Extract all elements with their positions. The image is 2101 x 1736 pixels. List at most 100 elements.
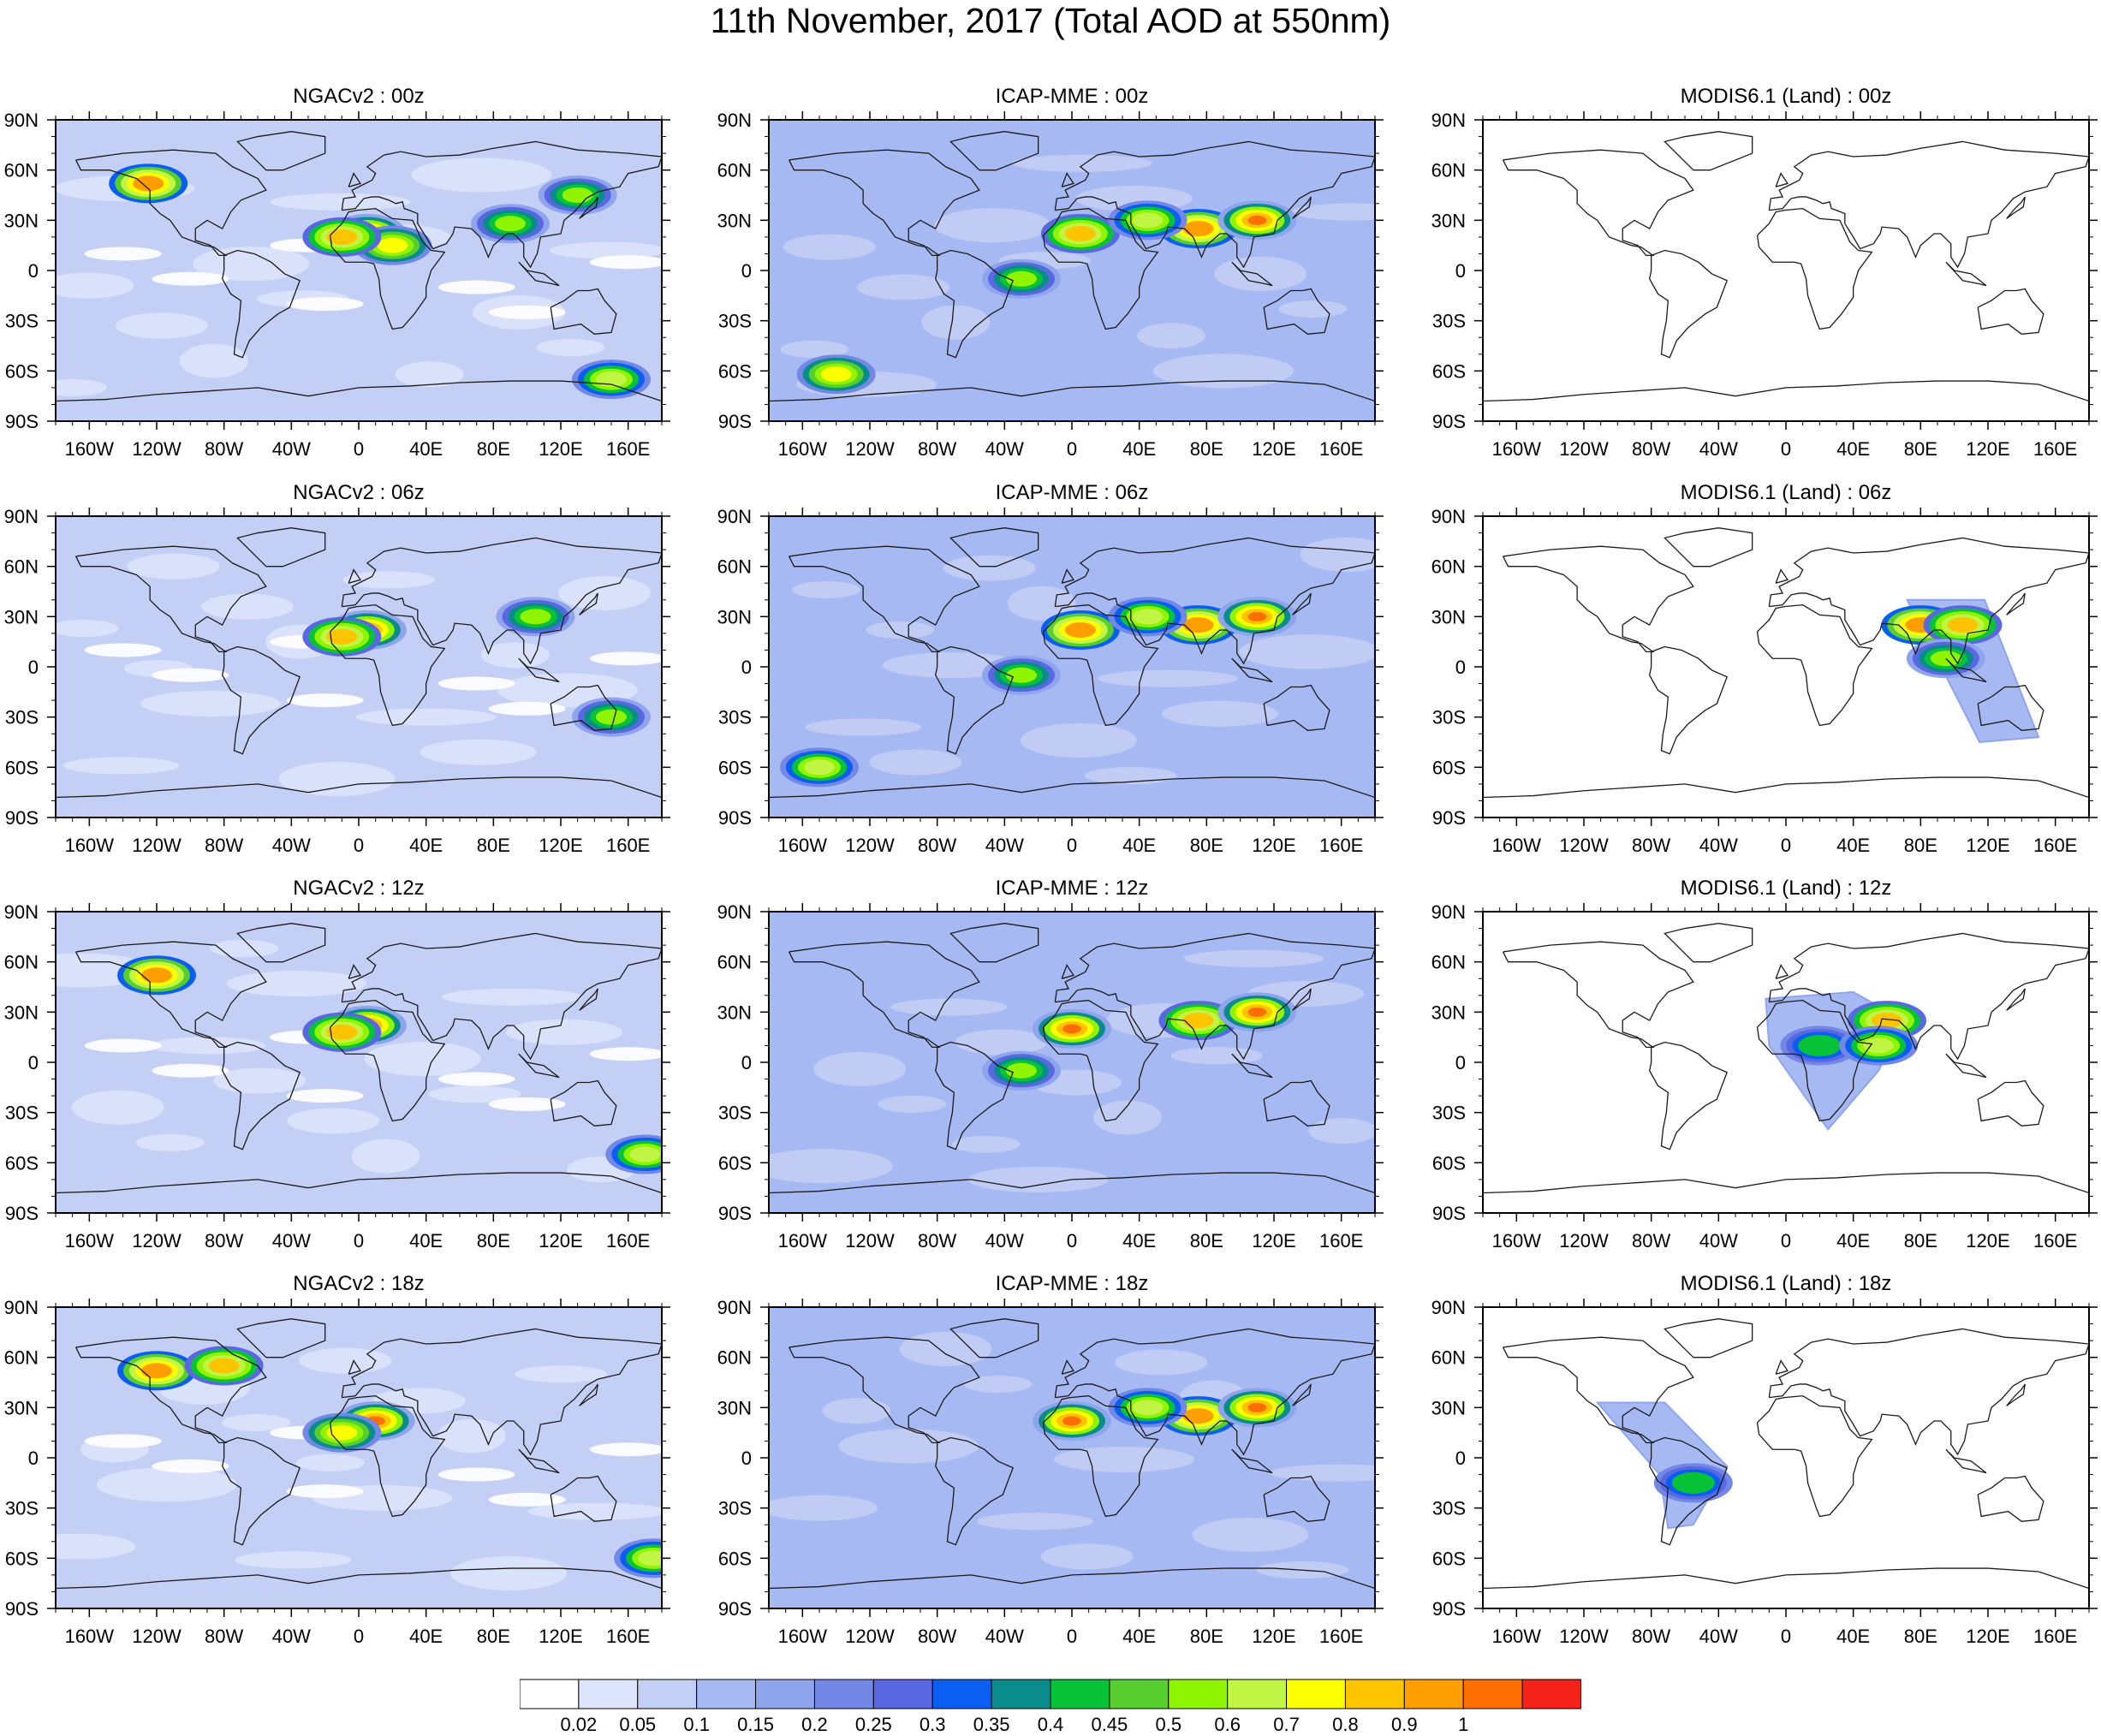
coastline <box>236 527 326 568</box>
aod-background-patch <box>769 1495 878 1521</box>
coastline <box>1775 172 1789 187</box>
y-tick-label: 30N <box>4 1002 39 1023</box>
y-tick-label: 60S <box>5 1548 39 1569</box>
x-tick-label: 160W <box>65 835 115 856</box>
coastline <box>935 1436 1014 1546</box>
colorbar-label: 0.05 <box>619 1714 657 1735</box>
aod-hotspot <box>1006 667 1037 683</box>
panel-title: MODIS6.1 (Land) : 18z <box>1681 1272 1892 1295</box>
y-tick-label: 90N <box>4 110 39 131</box>
map-background <box>769 516 1375 817</box>
aod-hotspot <box>326 628 358 645</box>
coastline <box>1292 592 1312 615</box>
aod-background-patch <box>515 1365 607 1383</box>
aod-hotspot <box>1872 1013 1902 1029</box>
x-tick-label: 0 <box>354 1230 364 1251</box>
coastline <box>1231 657 1273 683</box>
x-tick-label: 80E <box>1904 1626 1937 1647</box>
clean-air-patch <box>488 1097 566 1111</box>
x-tick-label: 160W <box>65 438 115 460</box>
colorbar-label: 0.6 <box>1214 1714 1241 1735</box>
aod-background-patch <box>287 1108 380 1134</box>
coastline <box>1483 380 2089 402</box>
coastline <box>769 1567 1375 1590</box>
aod-hotspot <box>1247 215 1267 225</box>
aod-hotspot <box>326 229 358 245</box>
x-tick-label: 120E <box>1966 1230 2009 1251</box>
x-tick-label: 40W <box>985 1230 1024 1251</box>
x-tick-label: 80E <box>1904 1230 1937 1251</box>
colorbar-swatch <box>813 1679 874 1709</box>
clean-air-patch <box>286 1484 364 1499</box>
x-tick-label: 120W <box>132 1230 182 1251</box>
x-tick-label: 80W <box>205 1626 243 1647</box>
y-tick-label: 60N <box>717 1347 752 1369</box>
coastline <box>329 999 446 1122</box>
y-tick-label: 60N <box>4 952 39 973</box>
aod-background-patch <box>179 343 248 378</box>
x-tick-label: 80W <box>918 1230 956 1251</box>
coastline <box>1775 568 1789 584</box>
clean-air-patch <box>286 1089 364 1103</box>
clean-air-patch <box>84 247 162 261</box>
x-tick-label: 160E <box>606 438 650 460</box>
panel-title: NGACv2 : 00z <box>293 85 424 108</box>
coastline <box>1061 568 1075 584</box>
aod-hotspot <box>596 709 627 725</box>
x-tick-label: 40W <box>985 438 1024 460</box>
y-tick-label: 60S <box>718 757 752 778</box>
colorbar-swatch <box>637 1679 698 1709</box>
y-tick-label: 90S <box>1432 807 1466 829</box>
aod-background-patch <box>780 340 849 358</box>
colorbar-label: 0.8 <box>1332 1714 1359 1735</box>
aod-hotspot <box>326 1024 358 1040</box>
coastline <box>329 1394 446 1518</box>
coastline <box>1756 207 1873 330</box>
y-tick-label: 90S <box>5 1203 39 1224</box>
x-tick-label: 80W <box>918 438 956 460</box>
aod-background-patch <box>505 1019 622 1045</box>
x-tick-label: 80W <box>1632 438 1670 460</box>
aod-hotspot <box>1062 1024 1081 1034</box>
coastline <box>1768 140 2089 269</box>
x-tick-label: 160W <box>778 438 828 460</box>
colorbar-label: 0.1 <box>683 1714 710 1735</box>
coastline <box>1664 1318 1753 1358</box>
aod-background-patch <box>921 305 991 340</box>
aod-background-patch <box>857 274 950 300</box>
colorbar-label: 0.2 <box>801 1714 828 1735</box>
aod-background-patch <box>127 553 220 580</box>
panel-title: ICAP-MME : 18z <box>996 1272 1149 1295</box>
aod-background-patch <box>395 361 464 388</box>
map-panel-4: 160W 120W 80W 40W 0 40E 80E 120E 160E 90N 60N 30N 0 3… <box>4 481 670 856</box>
x-tick-label: 120W <box>132 438 182 460</box>
colorbar-label: 0.45 <box>1091 1714 1128 1735</box>
aod-hotspot <box>495 216 526 232</box>
y-tick-label: 90S <box>1432 1598 1466 1620</box>
coastline <box>1977 1079 2044 1127</box>
x-tick-label: 40W <box>272 835 311 856</box>
aod-background-patch <box>1162 700 1279 727</box>
coastline <box>56 1567 662 1590</box>
aod-background-patch <box>878 1095 947 1113</box>
aod-background-patch <box>295 1454 365 1471</box>
x-tick-label: 40W <box>1699 1626 1738 1647</box>
aod-background-patch <box>527 1502 662 1520</box>
x-tick-label: 0 <box>1067 1230 1077 1251</box>
panel-title: ICAP-MME : 12z <box>996 877 1149 900</box>
y-tick-label: 60N <box>717 556 752 578</box>
coastline <box>75 941 267 1049</box>
coastline <box>1649 1041 1728 1150</box>
aod-background-patch <box>56 378 107 396</box>
x-tick-label: 80W <box>1632 835 1670 856</box>
aod-background-patch <box>838 1429 979 1464</box>
map-panel-9: 160W 120W 80W 40W 0 40E 80E 120E 160E 90N 60N 30N 0 3… <box>1431 877 2098 1251</box>
x-tick-label: 0 <box>354 835 364 856</box>
colorbar-swatch <box>520 1679 580 1709</box>
coastline <box>75 545 267 653</box>
coastline <box>1756 603 1873 727</box>
colorbar-swatch <box>1050 1679 1110 1709</box>
coastline <box>2006 592 2026 615</box>
coastline <box>789 941 980 1049</box>
x-tick-label: 120E <box>539 438 582 460</box>
